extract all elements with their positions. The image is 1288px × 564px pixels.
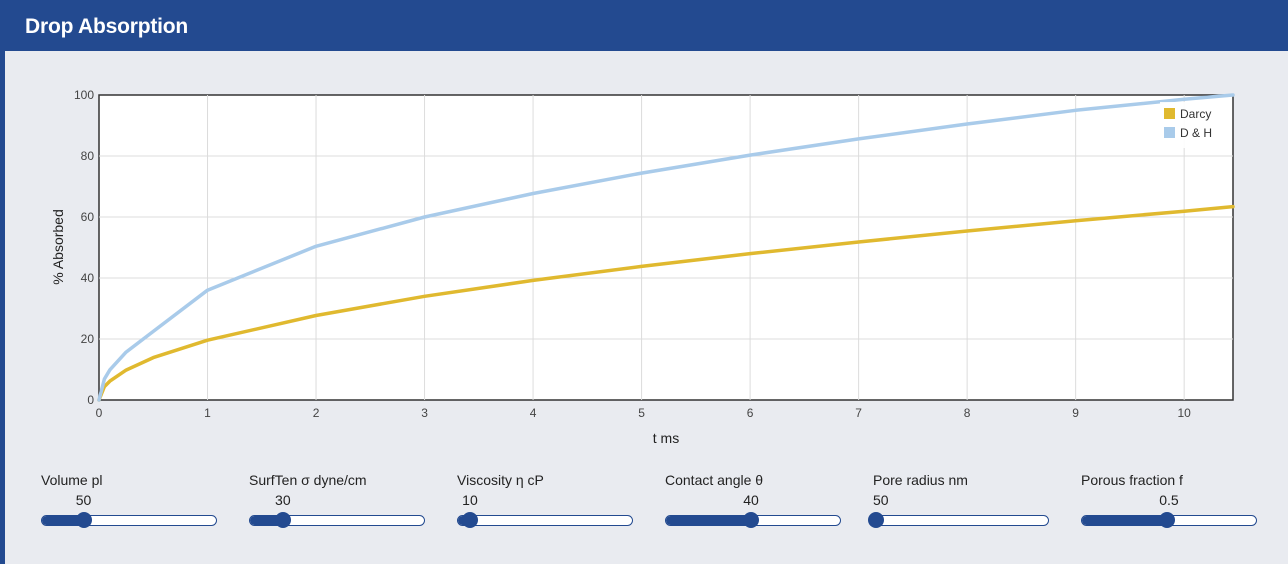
legend-swatch xyxy=(1164,127,1175,138)
slider-fill xyxy=(42,516,84,525)
x-tick-label: 6 xyxy=(747,406,754,420)
x-tick-label: 0 xyxy=(96,406,103,420)
slider-track[interactable] xyxy=(457,512,633,528)
series-group xyxy=(97,93,1235,402)
x-tick-label: 4 xyxy=(530,406,537,420)
x-tick-label: 10 xyxy=(1177,406,1191,420)
slider-fill xyxy=(666,516,752,525)
slider-thumb[interactable] xyxy=(275,512,292,528)
slider-contact-3[interactable]: Contact angle θ 40 xyxy=(665,472,845,532)
x-tick-label: 3 xyxy=(421,406,428,420)
legend-swatch xyxy=(1164,108,1175,119)
slider-track[interactable] xyxy=(867,512,1049,528)
y-axis-title: % Absorbed xyxy=(50,209,66,285)
slider-value: 0.5 xyxy=(1159,492,1179,508)
y-tick-label: 100 xyxy=(74,88,94,102)
x-tick-label: 5 xyxy=(638,406,645,420)
y-tick-labels: 0 20 40 60 80 100 xyxy=(74,88,94,407)
slider-thumb[interactable] xyxy=(1159,512,1176,528)
slider-label: Volume pl xyxy=(41,472,103,488)
y-tick-label: 0 xyxy=(87,393,94,407)
series-line-darcy xyxy=(97,204,1235,402)
y-tick-label: 20 xyxy=(81,332,95,346)
slider-label: Contact angle θ xyxy=(665,472,764,488)
legend-label: Darcy xyxy=(1180,107,1211,121)
slider-track[interactable] xyxy=(41,512,217,528)
slider-thumb[interactable] xyxy=(462,512,479,528)
x-tick-label: 1 xyxy=(204,406,211,420)
absorption-chart: 0 1 2 3 4 5 6 7 8 9 10 0 20 40 60 80 100 t ms % Absorbe… xyxy=(50,88,1235,446)
slider-thumb[interactable] xyxy=(75,512,92,528)
grid-lines xyxy=(99,95,1233,400)
slider-value: 50 xyxy=(75,492,92,508)
x-tick-label: 9 xyxy=(1072,406,1079,420)
slider-label: Pore radius nm xyxy=(873,472,968,488)
series-line-d-h xyxy=(97,93,1235,402)
slider-porous-5[interactable]: Porous fraction f 0.5 xyxy=(1081,472,1261,532)
x-tick-label: 2 xyxy=(313,406,320,420)
y-tick-label: 60 xyxy=(81,210,95,224)
slider-track[interactable] xyxy=(1081,512,1257,528)
slider-pore-4[interactable]: Pore radius nm 50 xyxy=(867,472,1053,532)
y-tick-label: 40 xyxy=(81,271,95,285)
slider-value: 50 xyxy=(873,492,889,508)
slider-track[interactable] xyxy=(665,512,841,528)
slider-label: SurfTen σ dyne/cm xyxy=(249,472,367,488)
legend: Darcy D & H xyxy=(1160,102,1228,148)
slider-thumb[interactable] xyxy=(743,512,760,528)
x-axis-title: t ms xyxy=(653,430,679,446)
plot-area xyxy=(98,94,1234,401)
slider-surften-1[interactable]: SurfTen σ dyne/cm 30 xyxy=(249,472,429,532)
x-tick-labels: 0 1 2 3 4 5 6 7 8 9 10 xyxy=(96,406,1192,420)
slider-fill xyxy=(1082,516,1168,525)
slider-volume-0[interactable]: Volume pl 50 xyxy=(41,472,221,532)
slider-value: 10 xyxy=(462,492,478,508)
slider-track[interactable] xyxy=(249,512,425,528)
slider-label: Porous fraction f xyxy=(1081,472,1183,488)
slider-label: Viscosity η cP xyxy=(457,472,544,488)
x-tick-label: 7 xyxy=(855,406,862,420)
page-title: Drop Absorption xyxy=(25,15,189,38)
x-tick-label: 8 xyxy=(964,406,971,420)
left-border xyxy=(0,51,5,564)
y-tick-label: 80 xyxy=(81,149,95,163)
slider-viscosity-2[interactable]: Viscosity η cP 10 xyxy=(457,472,637,532)
slider-value: 40 xyxy=(743,492,759,508)
slider-fill xyxy=(250,516,284,525)
slider-thumb[interactable] xyxy=(867,512,884,528)
legend-label: D & H xyxy=(1180,126,1212,140)
app-header: Drop Absorption xyxy=(0,0,1288,51)
slider-value: 30 xyxy=(275,492,291,508)
